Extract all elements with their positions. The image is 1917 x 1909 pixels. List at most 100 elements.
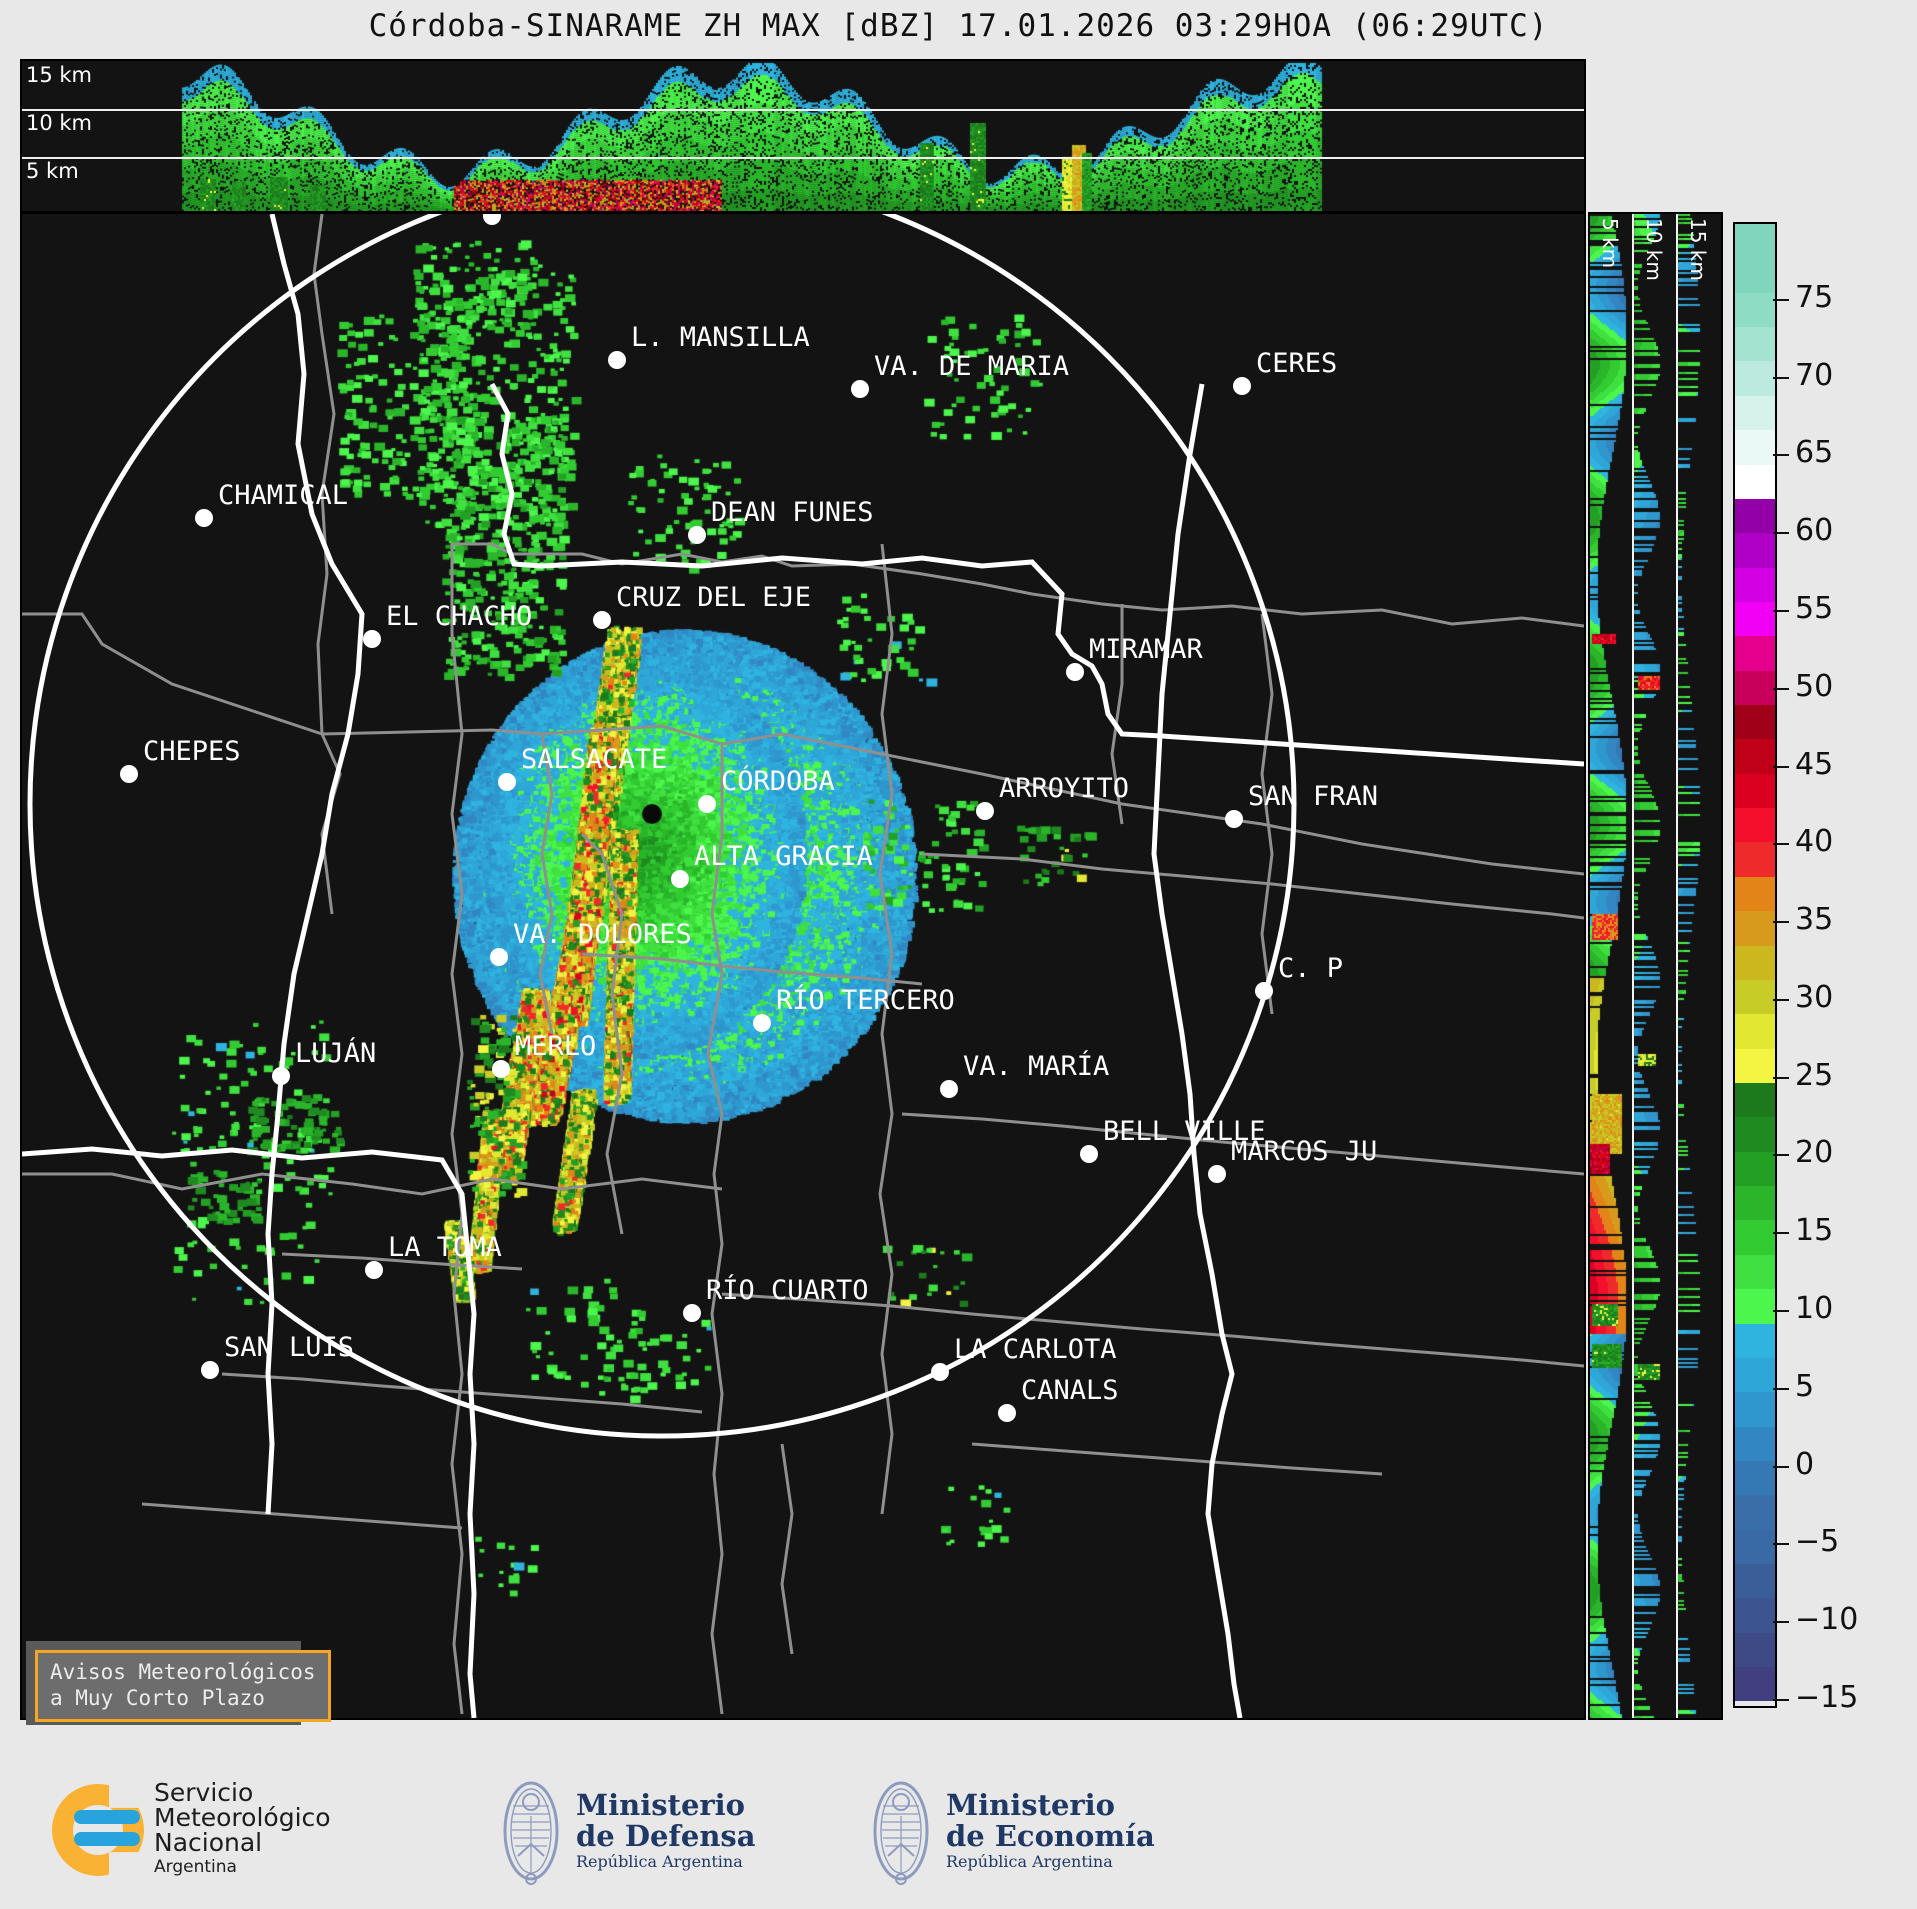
city-label: LA TOMA (388, 1232, 502, 1263)
city-dot[interactable] (593, 611, 611, 629)
colorbar-segment (1735, 1082, 1775, 1118)
colorbar-segment (1735, 1014, 1775, 1049)
colorbar-tick-label: 70 (1795, 357, 1834, 393)
city-label: ALTA GRACIA (694, 841, 873, 872)
administrative-borders (22, 214, 1584, 1718)
city-dot[interactable] (365, 1261, 383, 1279)
colorbar-tick-label: 30 (1795, 979, 1834, 1015)
city-dot[interactable] (1233, 377, 1251, 395)
colorbar-tick-label: −5 (1795, 1524, 1840, 1560)
city-dot[interactable] (1066, 663, 1084, 681)
defensa-line-2: de Defensa (576, 1819, 756, 1853)
radar-range-ring (27, 214, 1297, 1439)
smn-logo-icon (52, 1784, 144, 1876)
colorbar-tick (1773, 1543, 1789, 1546)
border-line (489, 382, 1584, 767)
city-dot[interactable] (851, 380, 869, 398)
city-dot[interactable] (976, 802, 994, 820)
colorbar-tick (1773, 1310, 1789, 1313)
border-line (321, 724, 1584, 876)
border-line (901, 1112, 1584, 1176)
colorbar-segment (1735, 361, 1775, 396)
colorbar-segment (1735, 1289, 1775, 1324)
city-dot[interactable] (363, 630, 381, 648)
colorbar-segment (1735, 979, 1775, 1015)
city-label: SALSACATE (521, 744, 667, 775)
border-line (580, 832, 624, 1235)
colorbar-tick (1773, 843, 1789, 846)
city-dot[interactable] (931, 1363, 949, 1381)
city-dot[interactable] (120, 765, 138, 783)
defensa-line-3: República Argentina (576, 1852, 743, 1871)
colorbar-segment (1735, 636, 1775, 671)
colorbar-tick-label: 50 (1795, 668, 1834, 704)
city-dot[interactable] (683, 1304, 701, 1322)
border-line (450, 544, 464, 1715)
economia-line-2: de Economía (946, 1819, 1155, 1853)
colorbar-segment (1735, 842, 1775, 877)
city-dot[interactable] (483, 214, 501, 225)
colorbar-tick (1773, 1232, 1789, 1235)
colorbar-tick-label: 25 (1795, 1057, 1834, 1093)
city-dot[interactable] (490, 948, 508, 966)
border-line (721, 1292, 1584, 1368)
city-dot[interactable] (940, 1080, 958, 1098)
city-label: SAN FRAN (1248, 781, 1378, 812)
city-dot[interactable] (195, 509, 213, 527)
smn-line-3: Nacional (154, 1828, 263, 1857)
colorbar-segment (1735, 1186, 1775, 1221)
colorbar-segment (1735, 945, 1775, 980)
city-label: RÍO CUARTO (706, 1274, 869, 1306)
city-dot[interactable] (1225, 810, 1243, 828)
cross-section-gridline-5km (22, 157, 1584, 159)
colorbar-tick (1773, 1387, 1789, 1390)
border-line (706, 744, 724, 1715)
colorbar-tick-label: −10 (1795, 1602, 1859, 1638)
border-line (971, 1442, 1383, 1476)
city-dot[interactable] (201, 1361, 219, 1379)
city-dot[interactable] (272, 1067, 290, 1085)
city-dot[interactable] (498, 773, 516, 791)
city-dot[interactable] (608, 351, 626, 369)
warning-box[interactable]: Avisos Meteorológicos a Muy Corto Plazo (35, 1650, 331, 1722)
argentina-shield-icon-2 (870, 1776, 932, 1886)
colorbar-segment (1735, 533, 1775, 568)
warning-line-1: Avisos Meteorológicos (50, 1660, 316, 1684)
city-label: VA. MARÍA (963, 1050, 1109, 1082)
city-dot[interactable] (671, 870, 689, 888)
colorbar-tick (1773, 1621, 1789, 1624)
city-dot[interactable] (998, 1404, 1016, 1422)
economia-line-1: Ministerio (946, 1788, 1116, 1822)
colorbar-tick (1773, 1465, 1789, 1468)
cross-section-radar-canvas (22, 61, 1584, 211)
city-dot[interactable] (492, 1060, 510, 1078)
colorbar-tick-label: 5 (1795, 1368, 1815, 1404)
border-line (780, 1443, 794, 1655)
vpanel-label-5km: 5 km (1598, 218, 1622, 269)
colorbar-segment (1735, 705, 1775, 740)
city-label: RÍO TERCERO (776, 984, 955, 1016)
defensa-line-1: Ministerio (576, 1788, 746, 1822)
city-label: ARROYITO (999, 773, 1129, 804)
logo-ministerio-defensa: Ministerio de Defensa República Argentin… (500, 1776, 756, 1886)
vpanel-label-10km: 10 km (1642, 218, 1666, 281)
city-dot[interactable] (688, 526, 706, 544)
cross-section-label-15km: 15 km (26, 63, 93, 87)
city-dot[interactable] (1080, 1145, 1098, 1163)
argentina-shield-icon (500, 1776, 562, 1886)
page-title: Córdoba-SINARAME ZH MAX [dBZ] 17.01.2026… (368, 8, 1549, 44)
colorbar-tick-label: 60 (1795, 513, 1834, 549)
colorbar-tick-label: 0 (1795, 1446, 1815, 1482)
city-label: SAN LUIS (224, 1332, 354, 1363)
city-dot[interactable] (1255, 982, 1273, 1000)
city-dot[interactable] (698, 795, 716, 813)
city-label: L. MANSILLA (631, 322, 810, 353)
city-dot[interactable] (753, 1014, 771, 1032)
vertical-cross-section-panel: 15 km 10 km 5 km (20, 59, 1586, 213)
border-line (281, 1252, 523, 1271)
city-dot[interactable] (1208, 1165, 1226, 1183)
city-label: VA. DOLORES (513, 919, 692, 950)
colorbar-segment (1735, 430, 1775, 465)
border-line (1110, 604, 1124, 825)
